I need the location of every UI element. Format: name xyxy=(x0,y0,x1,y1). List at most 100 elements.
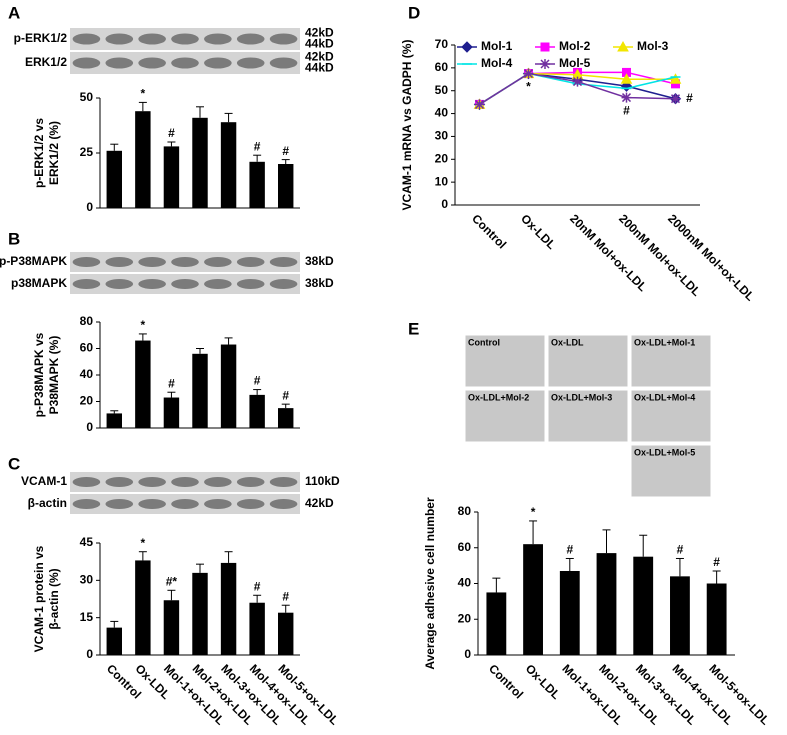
micrograph xyxy=(630,389,712,443)
annotation: # xyxy=(623,104,630,118)
bar xyxy=(596,553,617,655)
panel-letter: A xyxy=(8,3,20,22)
y-tick-label: 45 xyxy=(80,535,94,549)
blot-label: ERK1/2 xyxy=(25,55,67,69)
y-tick-label: 0 xyxy=(441,197,448,211)
blot-band xyxy=(204,33,232,45)
x-tick-label: Control xyxy=(469,211,509,251)
point xyxy=(617,40,629,52)
y-tick-label: 15 xyxy=(80,610,94,624)
blot-band xyxy=(72,33,101,45)
y-tick-label: 60 xyxy=(435,60,449,74)
y-tick-label: 30 xyxy=(435,129,449,143)
blot-band xyxy=(171,499,199,509)
significance-marker: * xyxy=(141,318,146,332)
significance-marker: * xyxy=(531,505,536,519)
y-axis-label: β-actin (%) xyxy=(47,568,61,629)
y-axis-label: ERK1/2 (%) xyxy=(47,121,61,185)
significance-marker: # xyxy=(677,543,684,557)
panel-letter: D xyxy=(408,3,420,22)
y-tick-label: 10 xyxy=(435,174,449,188)
point xyxy=(474,99,485,110)
blot-band xyxy=(138,499,166,509)
micrograph xyxy=(630,334,712,388)
blot-band xyxy=(269,499,298,509)
legend-label: Mol-3 xyxy=(637,39,669,53)
significance-marker: #* xyxy=(166,574,178,588)
bar xyxy=(220,562,237,655)
point xyxy=(670,93,681,104)
significance-marker: * xyxy=(141,87,146,101)
blot-band xyxy=(171,33,199,45)
blot-band xyxy=(269,33,298,45)
panel-letter: E xyxy=(408,319,419,338)
blot-band xyxy=(204,499,232,509)
y-tick-label: 40 xyxy=(80,367,94,381)
blot-band xyxy=(204,279,232,289)
blot-band xyxy=(105,257,134,267)
blot-size: 42kD xyxy=(305,496,334,510)
significance-marker: # xyxy=(254,579,261,593)
bar xyxy=(220,344,237,428)
bar xyxy=(135,111,151,208)
bar xyxy=(249,161,265,208)
blot-band xyxy=(105,477,134,487)
blot-size: 44kD xyxy=(305,37,334,51)
micrograph-label: Control xyxy=(468,337,500,347)
x-tick-label: 2000nM Mol+ox-LDL xyxy=(665,211,757,303)
point xyxy=(620,73,633,84)
blot-band xyxy=(138,33,166,45)
bar xyxy=(559,570,580,655)
y-tick-label: 0 xyxy=(464,647,471,661)
micrograph xyxy=(630,444,712,498)
significance-marker: # xyxy=(282,144,289,158)
blot-size: 38kD xyxy=(305,276,334,290)
bar xyxy=(278,408,294,428)
blot-band xyxy=(105,57,134,69)
blot-band xyxy=(236,499,265,509)
bar xyxy=(670,576,690,655)
y-tick-label: 60 xyxy=(458,540,472,554)
point xyxy=(523,68,534,79)
y-axis-label: p-P38MAPK vs xyxy=(32,332,46,417)
annotation: * xyxy=(526,80,531,94)
blot-band xyxy=(269,57,298,69)
blot-band xyxy=(138,57,166,69)
y-tick-label: 25 xyxy=(80,145,94,159)
bar xyxy=(163,397,180,428)
blot-band xyxy=(269,279,298,289)
blot-band xyxy=(236,57,265,69)
x-tick-label: 200nM Mol+ox-LDL xyxy=(616,211,703,298)
blot-label: β-actin xyxy=(28,496,67,510)
blot-size: 110kD xyxy=(305,474,340,488)
micrograph xyxy=(547,389,629,443)
bar xyxy=(192,117,208,208)
bar xyxy=(106,150,122,208)
blot-band xyxy=(171,257,199,267)
blot-band xyxy=(204,57,232,69)
blot-band xyxy=(138,477,166,487)
panel-letter: C xyxy=(8,454,20,473)
y-axis-label: p-ERK1/2 vs xyxy=(32,118,46,188)
blot-size: 44kD xyxy=(305,61,334,75)
blot-band xyxy=(171,279,199,289)
bar xyxy=(192,572,208,655)
blot-band xyxy=(236,33,265,45)
blot-band xyxy=(171,477,199,487)
legend-label: Mol-4 xyxy=(481,56,513,70)
bar xyxy=(163,600,180,655)
y-tick-label: 0 xyxy=(86,420,93,434)
bar xyxy=(486,592,507,655)
blot-band xyxy=(72,279,101,289)
micrograph-label: Ox-LDL+Mol-2 xyxy=(468,392,529,402)
y-tick-label: 50 xyxy=(80,90,94,104)
blot-band xyxy=(105,279,134,289)
bar xyxy=(249,394,265,428)
y-tick-label: 70 xyxy=(435,37,449,51)
blot-band xyxy=(138,257,166,267)
bar xyxy=(135,560,151,655)
blot-band xyxy=(72,477,101,487)
blot-band xyxy=(72,499,101,509)
bar xyxy=(249,602,265,655)
